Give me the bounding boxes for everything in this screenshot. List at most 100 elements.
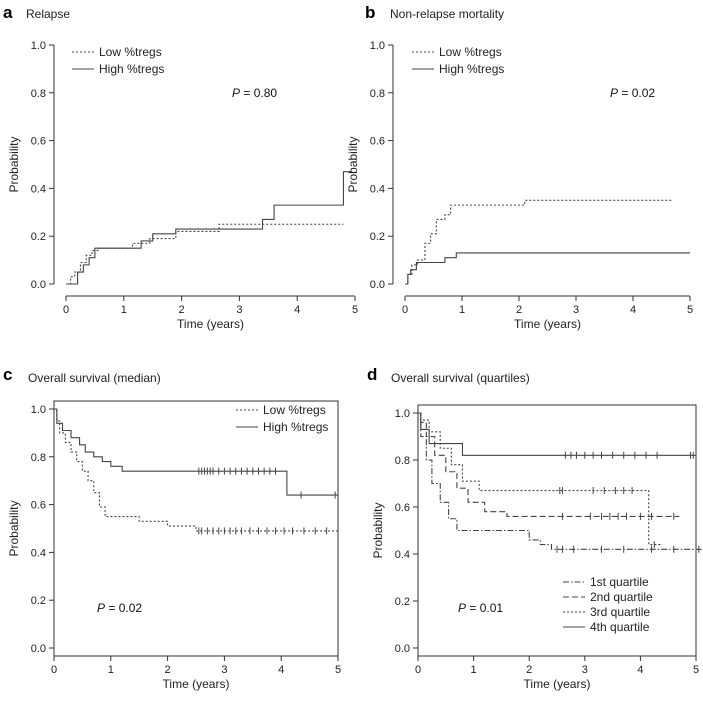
y-tick-label: 1.0 — [370, 40, 385, 52]
y-tick-label: 0.6 — [395, 502, 410, 514]
x-axis-title: Time (years) — [163, 677, 230, 691]
y-tick-label: 0.8 — [395, 455, 410, 467]
panel-title: Relapse — [26, 7, 70, 21]
legend: Low %tregs High %tregs — [236, 403, 328, 434]
plot-frame — [53, 400, 339, 657]
y-tick-label: 0.2 — [370, 231, 385, 243]
p-value-symbol: P — [97, 601, 105, 615]
legend-label: High %tregs — [99, 62, 164, 76]
panel-letter: c — [3, 365, 12, 384]
x-axis-title: Time (years) — [514, 317, 581, 331]
x-tick-label: 0 — [415, 664, 421, 676]
y-tick-label: 0.6 — [31, 136, 46, 148]
legend-label: Low %tregs — [99, 45, 162, 59]
y-tick-label: 0.4 — [31, 547, 46, 559]
series-line-1 — [54, 408, 338, 532]
y-axis-title: Probability — [7, 500, 21, 556]
y-tick-label: 0.2 — [395, 596, 410, 608]
legend-label: Low %tregs — [439, 45, 502, 59]
legend-label: 1st quartile — [590, 575, 649, 589]
series-line-3 — [418, 412, 663, 546]
legend-label: High %tregs — [263, 420, 328, 434]
x-tick-label: 0 — [402, 304, 408, 316]
series-line-1 — [418, 412, 702, 550]
x-tick-label: 3 — [573, 304, 579, 316]
series-line-2 — [418, 412, 680, 517]
y-tick-label: 0.4 — [31, 183, 46, 195]
y-axis-title: Probability — [7, 136, 21, 192]
p-value-symbol: P — [610, 86, 618, 100]
panel-title: Overall survival (median) — [28, 371, 161, 385]
series-line-1 — [66, 223, 344, 285]
y-tick-label: 1.0 — [31, 404, 46, 416]
y-axis-title: Probability — [346, 136, 360, 192]
plot-frame — [417, 404, 697, 657]
legend: Low %tregs High %tregs — [412, 45, 504, 76]
panel-letter: b — [365, 3, 375, 22]
p-value-text: = 0.01 — [466, 601, 503, 615]
p-value-text: = 0.80 — [240, 86, 277, 100]
x-tick-label: 5 — [687, 304, 693, 316]
y-axis-title: Probability — [371, 502, 385, 558]
legend-label: 4th quartile — [590, 620, 650, 634]
y-tick-label: 0.0 — [395, 643, 410, 655]
y-tick-label: 0.6 — [370, 136, 385, 148]
p-value: P = 0.80 — [232, 86, 277, 100]
series-line-2 — [54, 408, 338, 496]
panel-title: Non-relapse mortality — [390, 7, 504, 21]
y-tick-label: 0.0 — [370, 279, 385, 291]
x-tick-label: 4 — [630, 304, 636, 316]
x-tick-label: 0 — [51, 664, 57, 676]
p-value: P = 0.02 — [610, 86, 655, 100]
panel-d: d Overall survival (quartiles) 0 1 2 3 4 5 0.0 0.… — [367, 365, 702, 691]
y-tick-label: 0.6 — [31, 500, 46, 512]
panel-title: Overall survival (quartiles) — [391, 371, 530, 385]
x-axis-title: Time (years) — [524, 677, 591, 691]
series-line-4 — [418, 412, 696, 456]
series-line-2 — [66, 171, 353, 285]
panel-a: a Relapse 0 1 2 3 4 5 0.0 0.2 0.4 0.6 0.8 1.0 Time (ye… — [3, 3, 358, 331]
x-tick-label: 2 — [516, 304, 522, 316]
y-tick-label: 0.8 — [370, 88, 385, 100]
x-tick-label: 5 — [693, 664, 699, 676]
x-tick-label: 3 — [582, 664, 588, 676]
y-tick-label: 0.4 — [395, 549, 410, 561]
y-tick-label: 0.4 — [370, 183, 385, 195]
x-tick-label: 0 — [63, 304, 69, 316]
y-tick-label: 1.0 — [31, 40, 46, 52]
p-value-text: = 0.02 — [618, 86, 655, 100]
y-tick-label: 0.0 — [31, 279, 46, 291]
x-tick-label: 1 — [459, 304, 465, 316]
p-value: P = 0.01 — [458, 601, 503, 615]
p-value-text: = 0.02 — [105, 601, 142, 615]
x-tick-label: 3 — [221, 664, 227, 676]
x-tick-label: 2 — [526, 664, 532, 676]
y-tick-label: 0.8 — [31, 88, 46, 100]
x-tick-label: 1 — [108, 664, 114, 676]
panel-c: c Overall survival (median) 0 1 2 3 4 5 0.0 0.2 0.… — [3, 365, 341, 691]
legend-label: 2nd quartile — [590, 590, 653, 604]
series-line-1 — [405, 199, 673, 285]
p-value: P = 0.02 — [97, 601, 142, 615]
legend: Low %tregs High %tregs — [72, 45, 164, 76]
x-tick-label: 4 — [294, 304, 300, 316]
y-tick-label: 1.0 — [395, 408, 410, 420]
x-axis-title: Time (years) — [177, 317, 244, 331]
panel-letter: a — [3, 3, 13, 22]
x-tick-label: 4 — [637, 664, 643, 676]
x-tick-label: 5 — [352, 304, 358, 316]
p-value-symbol: P — [458, 601, 466, 615]
x-tick-label: 1 — [471, 664, 477, 676]
series-line-2 — [405, 252, 690, 285]
panel-letter: d — [367, 365, 377, 384]
x-tick-label: 5 — [335, 664, 341, 676]
y-tick-label: 0.2 — [31, 595, 46, 607]
x-tick-label: 2 — [165, 664, 171, 676]
x-tick-label: 4 — [278, 664, 284, 676]
legend-label: 3rd quartile — [590, 605, 650, 619]
panel-b: b Non-relapse mortality 0 1 2 3 4 5 0.0 0.2 0.4 0.6… — [346, 3, 693, 331]
x-tick-label: 3 — [236, 304, 242, 316]
legend-label: High %tregs — [439, 62, 504, 76]
